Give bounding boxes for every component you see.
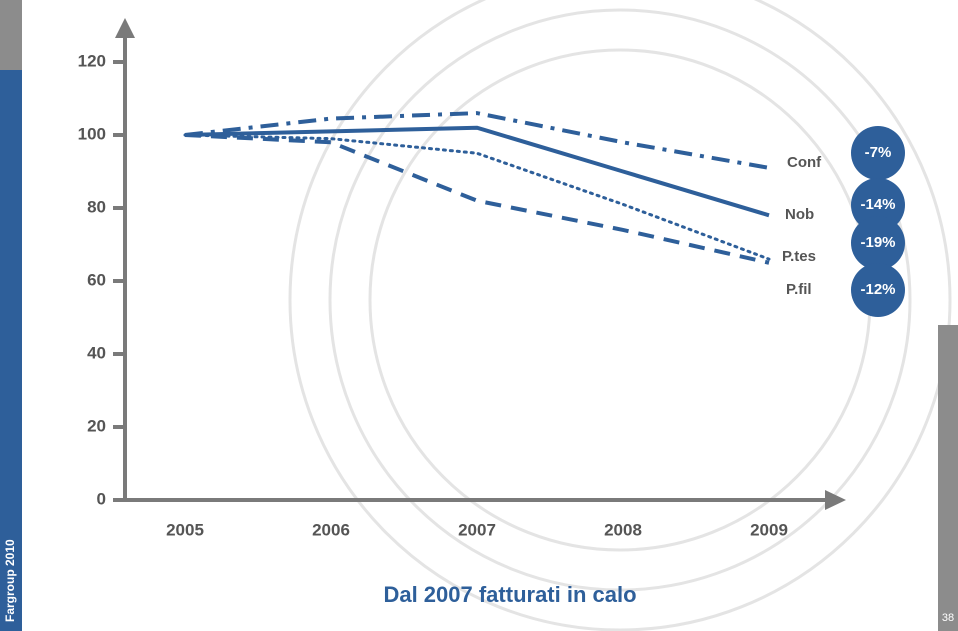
side-bar	[0, 70, 22, 631]
x-axis-arrow	[825, 490, 846, 510]
side-bar-right	[938, 325, 958, 631]
x-tick-label: 2008	[604, 520, 642, 539]
caption: Dal 2007 fatturati in calo	[383, 582, 636, 607]
axes	[115, 18, 846, 510]
line-series	[183, 133, 771, 261]
series-label: P.tes	[782, 248, 816, 265]
series-label: Nob	[785, 206, 814, 223]
x-tick-label: 2006	[312, 520, 350, 539]
change-badge	[851, 216, 905, 270]
line-series	[184, 125, 770, 218]
y-tick-label: 40	[87, 343, 106, 362]
change-badge	[851, 126, 905, 180]
y-tick-label: 80	[87, 197, 106, 216]
page-number: 38	[942, 612, 954, 624]
y-tick-label: 100	[78, 124, 106, 143]
line-series	[184, 133, 770, 265]
change-badge	[851, 178, 905, 232]
x-tick-label: 2005	[166, 520, 204, 539]
y-tick-label: 120	[78, 51, 106, 70]
change-label: -7%	[865, 144, 892, 161]
y-tick-label: 0	[97, 489, 106, 508]
x-tick-label: 2009	[750, 520, 788, 539]
y-tick-label: 20	[87, 416, 106, 435]
y-axis-arrow	[115, 18, 135, 38]
change-badge	[851, 263, 905, 317]
change-label: -19%	[860, 234, 895, 251]
series-label: Conf	[787, 154, 822, 171]
y-tick-label: 60	[87, 270, 106, 289]
footer: Fargroup 2010	[3, 539, 17, 622]
series-label: P.fil	[786, 281, 812, 298]
change-label: -12%	[860, 281, 895, 298]
x-tick-label: 2007	[458, 520, 496, 539]
change-label: -14%	[860, 196, 895, 213]
seal-background	[288, 0, 952, 631]
side-bar-top	[0, 0, 22, 70]
line-series	[184, 111, 770, 170]
